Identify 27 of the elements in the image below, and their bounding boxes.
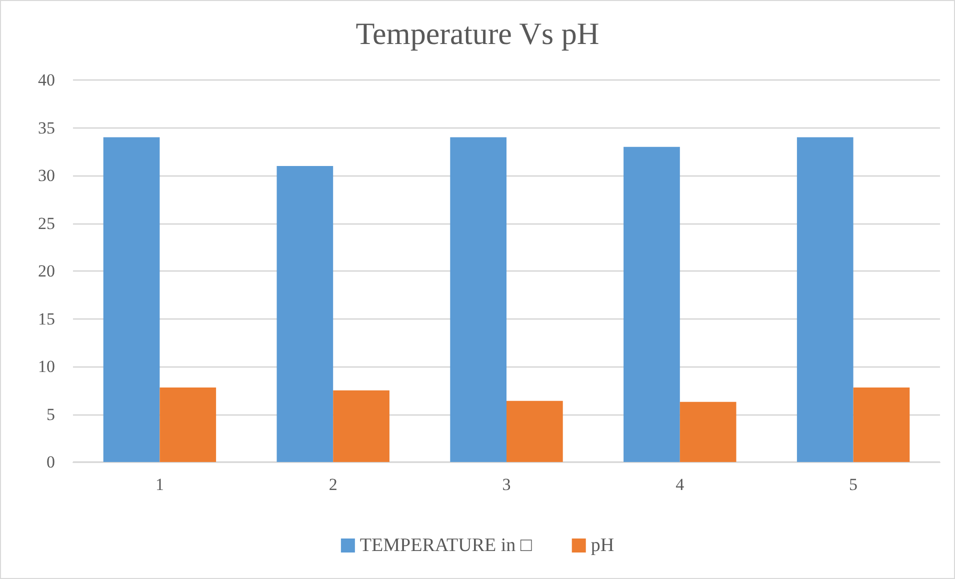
y-tick-label: 10 (38, 357, 55, 376)
bar (680, 402, 736, 462)
y-tick-label: 30 (38, 166, 55, 185)
bar (276, 166, 334, 462)
x-tick-label: 3 (502, 475, 511, 494)
bar (853, 388, 910, 462)
y-tick-label: 25 (38, 214, 55, 233)
legend-label: TEMPERATURE in □ (360, 535, 532, 556)
y-tick-label: 40 (38, 70, 55, 90)
bar (333, 390, 390, 462)
bar (103, 137, 160, 462)
y-tick-label: 0 (46, 452, 55, 472)
bar (450, 137, 506, 462)
x-tick-label: 4 (676, 475, 685, 494)
y-tick-label: 35 (38, 118, 55, 138)
x-tick-label: 5 (849, 475, 858, 494)
bar (624, 146, 680, 462)
legend-label: pH (590, 535, 614, 556)
bar (796, 137, 854, 462)
y-tick-label: 20 (38, 262, 55, 280)
bar (160, 388, 216, 462)
bar (506, 400, 563, 462)
x-tick-label: 1 (155, 475, 164, 494)
x-tick-label: 2 (328, 475, 338, 494)
y-tick-label: 15 (38, 309, 55, 328)
y-tick-label: 5 (46, 404, 55, 424)
chart-title: Temperature Vs pH (356, 16, 600, 51)
